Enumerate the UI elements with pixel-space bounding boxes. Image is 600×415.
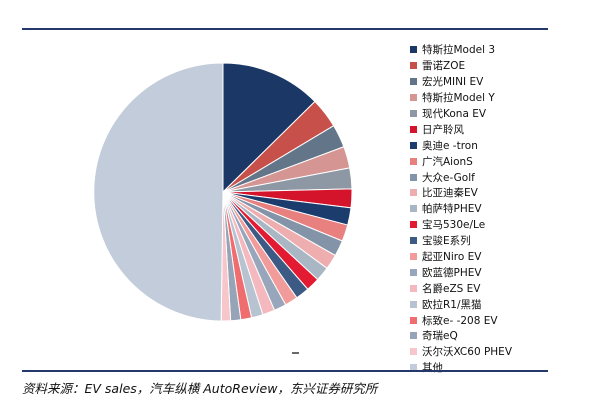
top-rule [22, 28, 548, 30]
legend-label: 标致e- -208 EV [422, 314, 498, 327]
legend-swatch [410, 364, 417, 372]
legend-item: 宝马530e/Le [410, 217, 512, 233]
legend-item: 奥迪e -tron [410, 137, 512, 153]
legend-swatch [410, 78, 417, 86]
legend-label: 宝马530e/Le [422, 219, 486, 232]
legend-swatch [410, 253, 417, 261]
legend-item: 起亚Niro EV [410, 249, 512, 265]
legend-label: 比亚迪秦EV [422, 187, 478, 200]
legend-label: 起亚Niro EV [422, 251, 482, 264]
pie-slice-0 [222, 62, 316, 194]
legend-label: 日产聆风 [422, 123, 464, 136]
legend-item: 大众e-Golf [410, 169, 512, 185]
chart-legend: 特斯拉Model 3 雷诺ZOE 宏光MINI EV 特斯拉Model Y 现代Kona… [410, 42, 512, 376]
legend-item: 比亚迪秦EV [410, 185, 512, 201]
legend-label: 欧蓝德PHEV [422, 266, 482, 279]
legend-item: 帕萨特PHEV [410, 201, 512, 217]
legend-label: 宏光MINI EV [422, 76, 484, 89]
legend-swatch [410, 46, 417, 54]
legend-label: 欧拉R1/黑猫 [422, 298, 482, 311]
legend-label: 现代Kona EV [422, 108, 487, 120]
legend-item: 其他 [410, 360, 512, 376]
legend-label: 奥迪e -tron [422, 139, 478, 152]
legend-swatch [410, 332, 417, 340]
legend-item: 特斯拉Model Y [410, 90, 512, 106]
legend-item: 标致e- -208 EV [410, 312, 512, 328]
legend-label: 其他 [422, 362, 443, 375]
legend-swatch [410, 316, 417, 324]
legend-item: 宝骏E系列 [410, 233, 512, 249]
legend-item: 雷诺ZOE [410, 58, 512, 74]
bottom-rule [22, 370, 548, 372]
legend-item: 宏光MINI EV [410, 74, 512, 90]
legend-item: 名爵eZS EV [410, 280, 512, 296]
legend-label: 名爵eZS EV [422, 282, 481, 295]
legend-item: 广汽AionS [410, 153, 512, 169]
legend-item: 现代Kona EV [410, 106, 512, 122]
legend-swatch [410, 62, 417, 70]
pie-slice-20 [93, 62, 224, 322]
legend-swatch [410, 221, 417, 229]
legend-swatch [410, 110, 417, 117]
legend-swatch [410, 94, 417, 102]
legend-label: 帕萨特PHEV [422, 203, 482, 216]
legend-swatch [410, 141, 417, 149]
legend-swatch [410, 237, 417, 245]
legend-swatch [410, 189, 417, 197]
legend-label: 广汽AionS [422, 155, 473, 168]
legend-item: 奇瑞eQ [410, 328, 512, 344]
legend-label: 宝骏E系列 [422, 235, 471, 248]
source-note: 资料来源：EV sales，汽车纵横 AutoReview，东兴证券研究所 [22, 381, 378, 396]
legend-label: 特斯拉Model 3 [422, 44, 496, 57]
legend-label: 雷诺ZOE [422, 60, 466, 73]
legend-swatch [410, 125, 417, 133]
legend-item: 沃尔沃XC60 PHEV [410, 344, 512, 360]
legend-swatch [410, 268, 417, 276]
legend-item: 特斯拉Model 3 [410, 42, 512, 58]
legend-swatch [410, 157, 417, 165]
legend-label: 奇瑞eQ [422, 330, 458, 343]
legend-item: 日产聆风 [410, 121, 512, 137]
legend-swatch [410, 284, 417, 292]
legend-swatch [410, 205, 417, 213]
legend-swatch [410, 173, 417, 181]
stray-dash-mark [292, 352, 299, 354]
legend-item: 欧拉R1/黑猫 [410, 296, 512, 312]
legend-swatch [410, 300, 417, 308]
legend-label: 大众e-Golf [422, 171, 475, 184]
legend-label: 沃尔沃XC60 PHEV [422, 346, 513, 359]
legend-swatch [410, 348, 417, 356]
legend-item: 欧蓝德PHEV [410, 264, 512, 280]
legend-label: 特斯拉Model Y [422, 92, 495, 105]
